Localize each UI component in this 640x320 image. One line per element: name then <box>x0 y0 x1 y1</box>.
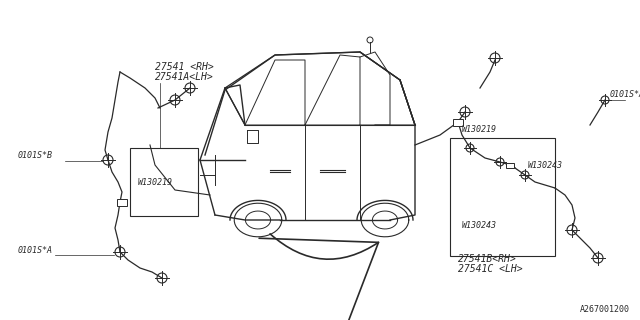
Text: W130219: W130219 <box>462 125 497 134</box>
Text: A267001200: A267001200 <box>580 305 630 314</box>
Text: 0101S*B: 0101S*B <box>18 151 53 160</box>
Text: W130219: W130219 <box>138 178 173 187</box>
Text: 0101S*A: 0101S*A <box>18 246 53 255</box>
Bar <box>130 148 198 216</box>
Bar <box>453 118 463 125</box>
Text: 27541C <LH>: 27541C <LH> <box>458 264 523 274</box>
Text: 0101S*A: 0101S*A <box>610 90 640 99</box>
Text: W130243: W130243 <box>528 161 563 170</box>
Bar <box>506 163 514 167</box>
Bar <box>450 138 555 256</box>
Text: W130243: W130243 <box>462 221 497 230</box>
Text: 27541B<RH>: 27541B<RH> <box>458 254 516 264</box>
Text: 27541 <RH>: 27541 <RH> <box>155 62 214 72</box>
Bar <box>117 198 127 205</box>
Text: 27541A<LH>: 27541A<LH> <box>155 72 214 82</box>
